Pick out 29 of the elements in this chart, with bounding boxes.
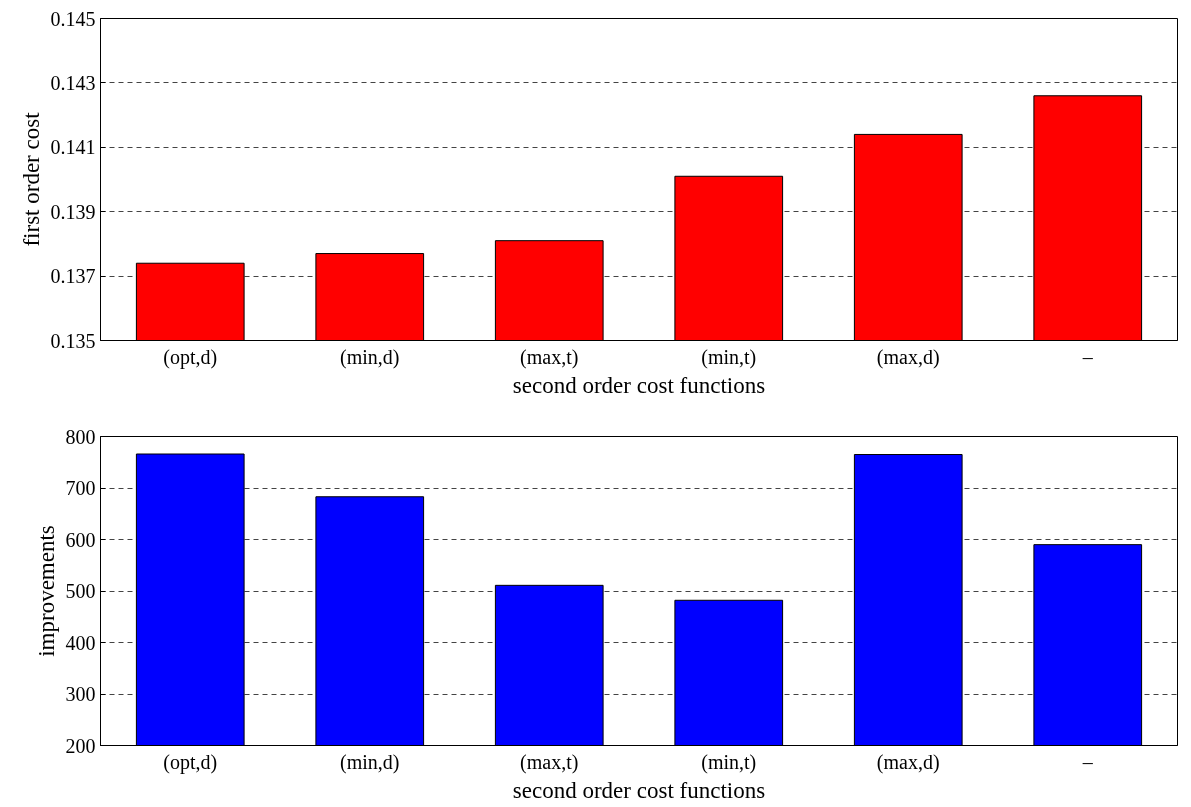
- y-tick-label: 400: [65, 631, 96, 654]
- y-tick-label: 700: [65, 477, 96, 499]
- x-tick-label: (opt,d): [163, 345, 218, 369]
- y-axis-title: first order cost: [18, 111, 44, 247]
- x-tick-label: (min,d): [340, 750, 400, 774]
- y-tick-label: 0.139: [50, 200, 96, 223]
- y-tick-label: 0.141: [50, 136, 96, 159]
- y-tick-label: 300: [65, 683, 96, 705]
- x-axis-title: second order cost functions: [512, 777, 766, 803]
- y-tick-label: 0.135: [50, 329, 96, 352]
- y-tick-label: 200: [65, 734, 96, 757]
- x-tick-label: (min,t): [701, 750, 757, 774]
- y-tick-label: 0.137: [50, 265, 96, 288]
- x-tick-label: (opt,d): [163, 750, 218, 774]
- y-tick-label: 600: [65, 528, 96, 551]
- x-tick-label: (max,t): [520, 750, 579, 774]
- y-tick-label: 0.143: [50, 71, 96, 94]
- x-tick-label: –: [1081, 345, 1094, 368]
- y-tick-label: 500: [65, 580, 96, 602]
- x-axis-title: second order cost functions: [512, 372, 766, 398]
- x-tick-label: (max,d): [876, 345, 940, 369]
- y-tick-label: 800: [65, 425, 96, 448]
- y-tick-label: 0.145: [50, 7, 96, 30]
- y-axis-title: improvements: [33, 525, 59, 657]
- x-tick-label: (min,d): [340, 345, 400, 369]
- x-tick-label: (min,t): [701, 345, 757, 369]
- x-tick-label: (max,d): [876, 750, 940, 774]
- x-tick-label: –: [1081, 750, 1094, 773]
- x-tick-label: (max,t): [520, 345, 579, 369]
